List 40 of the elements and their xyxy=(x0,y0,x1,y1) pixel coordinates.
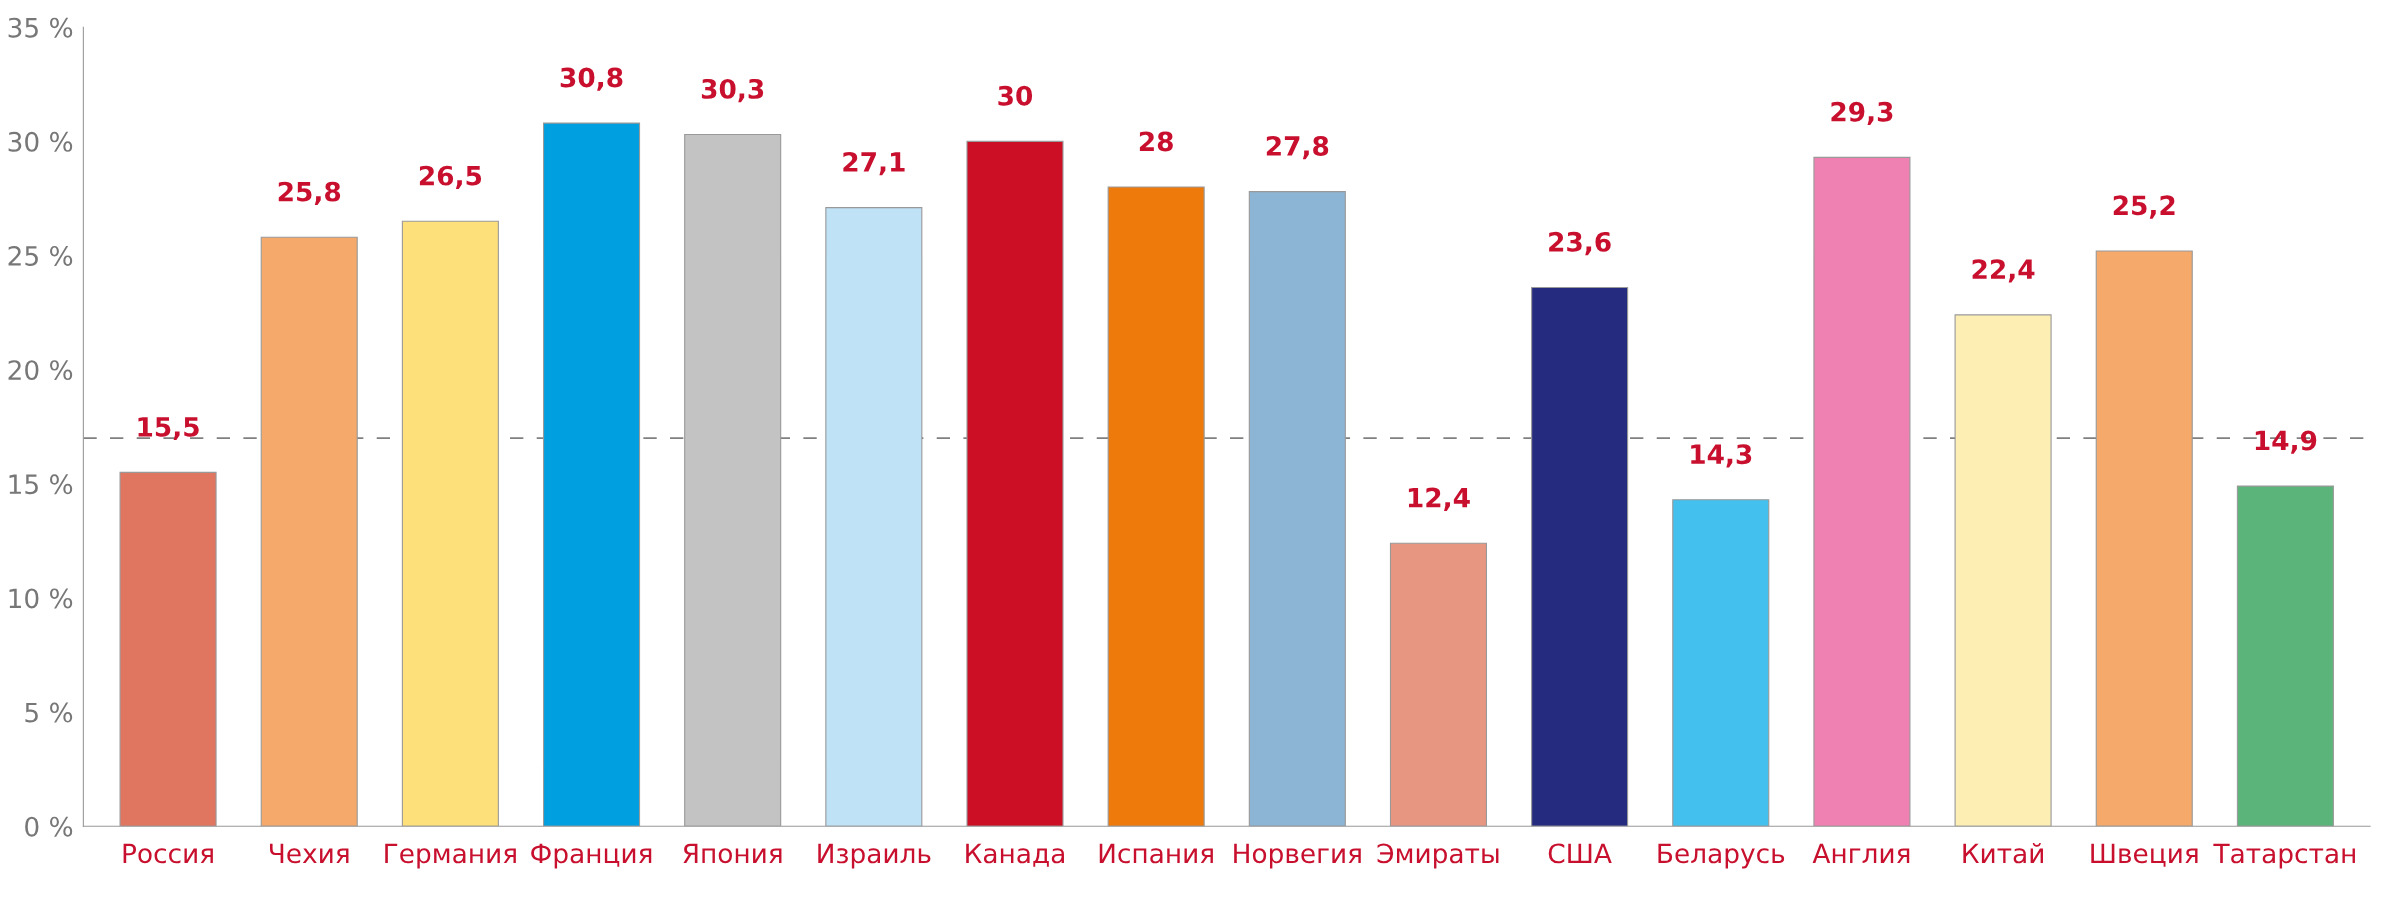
x-tick-label: Татарстан xyxy=(2213,843,2355,869)
y-tick-label: 15 % xyxy=(9,474,73,495)
y-tick-label: 35 % xyxy=(8,17,73,38)
x-tick-label: Израиль xyxy=(818,843,931,869)
x-tick-label: Англия xyxy=(1812,843,1910,863)
data-label: 30,3 xyxy=(701,78,764,103)
y-tick-label: 20 % xyxy=(8,360,73,381)
x-tick-label: Эмираты xyxy=(1377,843,1499,869)
data-label: 14,3 xyxy=(1691,444,1752,468)
data-label: 30,8 xyxy=(560,67,623,91)
data-label: 26,5 xyxy=(419,165,482,189)
data-label: 27,8 xyxy=(1266,135,1329,160)
y-tick-label: 10 % xyxy=(9,588,73,609)
x-tick-label: Германия xyxy=(385,843,516,869)
data-label: 22,4 xyxy=(1972,259,2035,283)
data-label: 25,2 xyxy=(2113,195,2175,219)
data-label: 25,8 xyxy=(278,181,341,205)
data-label: 30 xyxy=(998,85,1033,106)
y-tick-label: 25 % xyxy=(8,245,73,266)
data-label: 23,6 xyxy=(1549,231,1611,256)
data-label: 29,3 xyxy=(1831,101,1893,126)
x-tick-label: Канада xyxy=(966,843,1064,867)
x-tick-label: Швеция xyxy=(2091,843,2198,867)
x-tick-label: Япония xyxy=(683,843,782,864)
data-label: 28 xyxy=(1139,131,1173,152)
x-tick-label: США xyxy=(1548,843,1612,864)
x-tick-label: Норвегия xyxy=(1234,843,1361,869)
data-label: 27,1 xyxy=(843,151,905,176)
x-tick-label: Беларусь xyxy=(1658,843,1785,869)
x-tick-label: Испания xyxy=(1099,843,1213,864)
y-tick-label: 5 % xyxy=(25,702,73,723)
data-label: 14,9 xyxy=(2255,430,2317,454)
x-tick-label: Франция xyxy=(531,843,652,869)
x-tick-label: Китай xyxy=(1963,843,2043,864)
x-tick-label: Чехия xyxy=(269,843,349,864)
x-tick-label: Россия xyxy=(123,843,213,864)
y-tick-label: 0 % xyxy=(25,816,73,837)
data-label: 12,4 xyxy=(1408,487,1470,511)
data-label: 15,5 xyxy=(138,417,199,441)
y-tick-label: 30 % xyxy=(8,131,73,152)
